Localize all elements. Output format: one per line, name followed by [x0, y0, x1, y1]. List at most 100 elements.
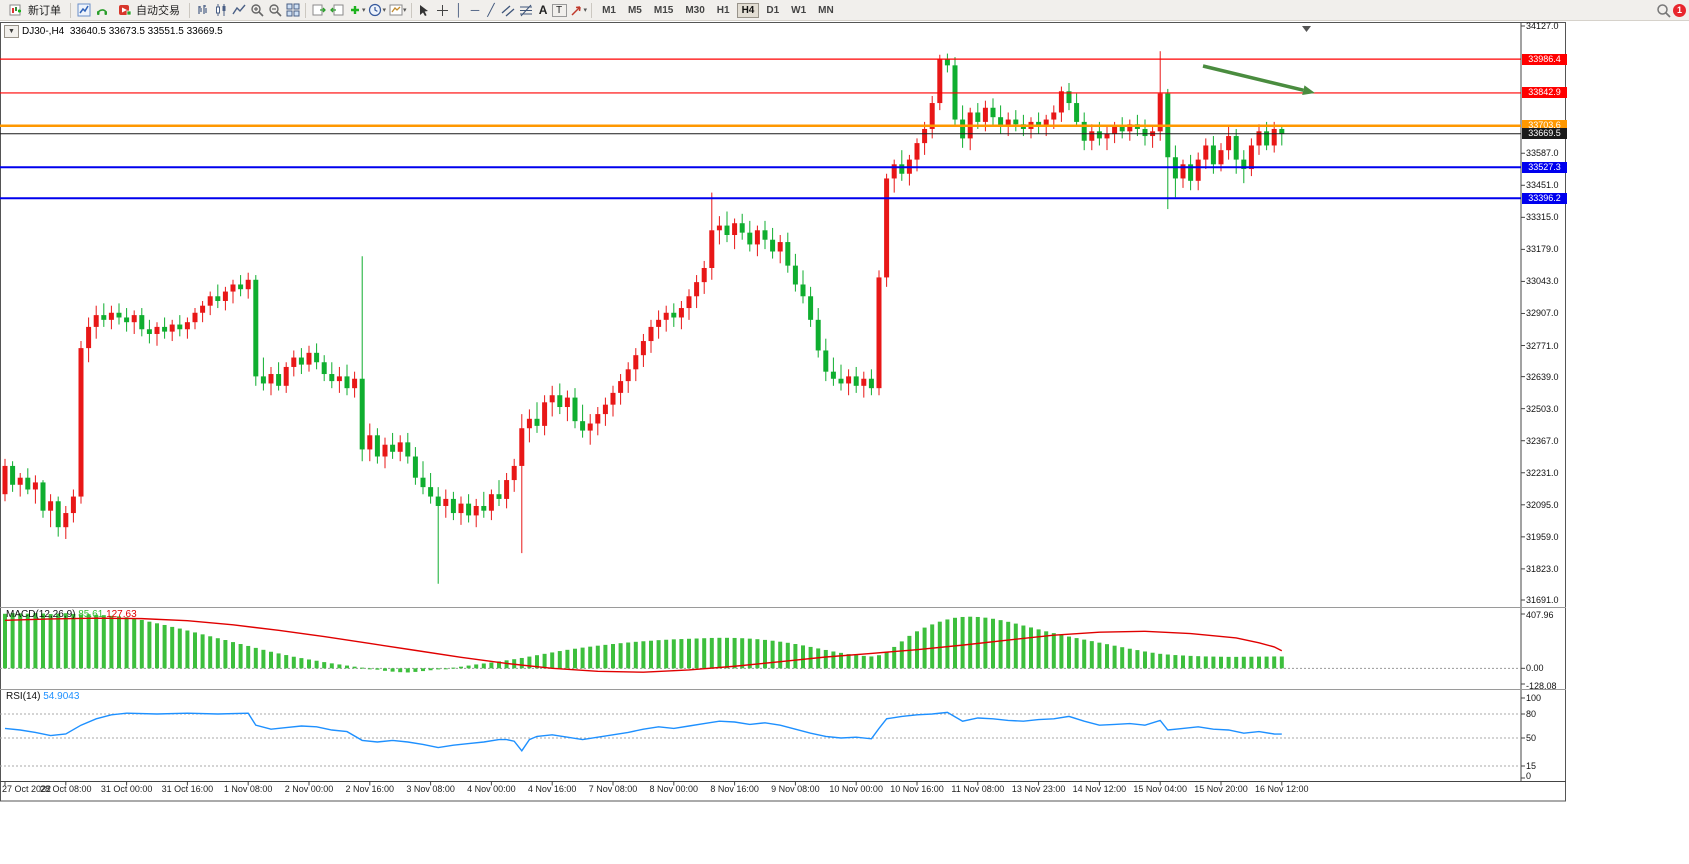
templates-icon[interactable] — [387, 2, 404, 18]
price-level-badge: 33703.6 — [1522, 120, 1567, 132]
horizontal-line-tool-icon[interactable]: ─ — [470, 3, 480, 17]
time-axis-label: 27 Oct 2022 — [2, 784, 52, 794]
timeframe-m15[interactable]: M15 — [653, 4, 674, 16]
toolbar-separator — [305, 2, 306, 18]
price-tick-label: 32095.0 — [1526, 499, 1559, 510]
candlestick-chart-type-icon[interactable] — [212, 2, 229, 18]
time-axis-label: 10 Nov 00:00 — [829, 784, 883, 794]
auto-trading-label: 自动交易 — [136, 5, 180, 17]
price-tick-label: 31691.0 — [1526, 595, 1559, 605]
timeframe-m5[interactable]: M5 — [627, 4, 642, 16]
support-headset-icon[interactable] — [93, 2, 110, 18]
toolbar-separator — [189, 2, 190, 18]
text-tool-icon[interactable]: A — [538, 3, 548, 17]
macd-axis-label: -128.08 — [1526, 681, 1557, 691]
price-tick-label: 31823.0 — [1526, 563, 1559, 574]
rsi-name: RSI(14) — [6, 691, 41, 702]
macd-axis-label: 407.96 — [1526, 610, 1554, 620]
templates-caret-icon[interactable]: ▾ — [403, 7, 407, 14]
macd-name: MACD(12,26,9) — [6, 609, 76, 620]
macd-main-value: 85.61 — [78, 609, 104, 620]
price-tick-label: 33587.0 — [1526, 148, 1559, 159]
macd-axis-label: 0.00 — [1526, 663, 1544, 674]
rsi-axis-label: 50 — [1526, 733, 1537, 743]
price-tick-label: 32367.0 — [1526, 435, 1559, 446]
price-tick-label: 32231.0 — [1526, 467, 1559, 478]
notification-badge[interactable]: 1 — [1673, 3, 1686, 17]
time-axis-label: 7 Nov 08:00 — [588, 784, 638, 794]
toolbar-separator — [410, 2, 412, 18]
time-axis-label: 9 Nov 08:00 — [771, 784, 820, 794]
timeframe-m30[interactable]: M30 — [685, 4, 705, 16]
timeframe-group: M1 M5 M15 M30 H1 H4 D1 W1 MN — [596, 2, 840, 18]
toolbar: 新订单 自动交易 ▾ ▾ ▾ — [0, 0, 1689, 21]
one-click-trading-toggle[interactable]: ▼ — [4, 25, 19, 38]
toolbar-separator — [70, 2, 71, 18]
new-order-button[interactable]: 新订单 — [3, 0, 66, 20]
price-tick-label: 32771.0 — [1526, 340, 1559, 351]
timeframe-h1[interactable]: H1 — [716, 4, 730, 16]
time-axis-label: 4 Nov 16:00 — [527, 784, 577, 794]
fibonacci-tool-icon[interactable] — [518, 2, 535, 18]
auto-trading-icon — [116, 2, 133, 18]
arrows-tool-caret-icon[interactable]: ▾ — [583, 7, 588, 14]
zoom-in-icon[interactable] — [248, 2, 265, 18]
text-label-tool-icon[interactable]: T — [551, 3, 567, 17]
cursor-tool-icon[interactable] — [416, 2, 433, 18]
time-axis-label: 3 Nov 08:00 — [406, 784, 455, 794]
timeframe-d1[interactable]: D1 — [766, 4, 780, 16]
price-tick-label: 32639.0 — [1526, 371, 1559, 382]
rsi-label: RSI(14) 54.9043 — [6, 691, 79, 702]
rsi-value: 54.9043 — [43, 691, 80, 702]
vertical-line-tool-icon[interactable]: │ — [455, 3, 463, 17]
price-tick-label: 32503.0 — [1526, 403, 1559, 414]
price-tick-label: 34127.0 — [1526, 21, 1559, 31]
auto-scroll-icon[interactable] — [328, 2, 345, 18]
price-level-badge: 33669.5 — [1522, 128, 1567, 140]
time-axis-label: 10 Nov 16:00 — [890, 784, 944, 794]
time-axis-label: 15 Nov 04:00 — [1133, 784, 1187, 794]
add-indicator-caret-icon[interactable]: ▾ — [362, 7, 366, 14]
time-axis-label: 15 Nov 20:00 — [1194, 784, 1248, 794]
chart-title: DJ30-,H4 33640.5 33673.5 33551.5 33669.5 — [22, 26, 223, 37]
bar-chart-type-icon[interactable] — [194, 2, 211, 18]
price-tick-label: 33315.0 — [1526, 212, 1559, 223]
rsi-axis-label: 15 — [1526, 761, 1537, 771]
new-order-label: 新订单 — [28, 5, 61, 17]
channel-tool-icon[interactable] — [500, 2, 517, 18]
add-indicator-icon[interactable] — [346, 2, 363, 18]
macd-signal-value: 127.63 — [106, 609, 137, 620]
tile-windows-icon[interactable] — [284, 2, 301, 18]
time-axis-label: 2 Nov 00:00 — [284, 784, 334, 794]
timeframe-w1[interactable]: W1 — [791, 4, 807, 16]
arrows-tool-icon[interactable] — [568, 2, 585, 18]
search-icon[interactable] — [1655, 2, 1672, 18]
timeframe-mn[interactable]: MN — [818, 4, 834, 16]
time-axis-label: 13 Nov 23:00 — [1011, 784, 1066, 794]
price-level-badge: 33842.9 — [1522, 87, 1567, 99]
zoom-out-icon[interactable] — [266, 2, 283, 18]
time-axis-label: 4 Nov 00:00 — [467, 784, 516, 794]
time-axis-label: 16 Nov 12:00 — [1255, 784, 1309, 794]
market-watch-icon[interactable] — [75, 2, 92, 18]
chevron-down-icon: ▼ — [8, 28, 15, 35]
crosshair-tool-icon[interactable] — [434, 2, 451, 18]
chart-shift-icon[interactable] — [310, 2, 327, 18]
auto-trading-button[interactable]: 自动交易 — [111, 0, 185, 20]
timeframe-m1[interactable]: M1 — [602, 4, 616, 16]
macd-label: MACD(12,26,9) 85.61 127.63 — [6, 609, 137, 620]
toolbar-separator — [591, 2, 593, 18]
price-tick-label: 33451.0 — [1526, 180, 1559, 191]
new-order-icon — [8, 2, 25, 18]
timeframe-h4[interactable]: H4 — [736, 2, 760, 18]
trendline-tool-icon[interactable]: ╱ — [487, 3, 495, 17]
rsi-axis-label: 0 — [1526, 771, 1532, 781]
line-chart-type-icon[interactable] — [230, 2, 247, 18]
periods-caret-icon[interactable]: ▾ — [382, 7, 387, 14]
periods-clock-icon[interactable] — [367, 2, 384, 18]
time-axis-label: 31 Oct 00:00 — [100, 784, 153, 794]
time-axis-label: 2 Nov 16:00 — [345, 784, 395, 794]
chart-symbol-period: DJ30-,H4 — [22, 26, 65, 37]
price-level-badge: 33527.3 — [1522, 161, 1567, 173]
